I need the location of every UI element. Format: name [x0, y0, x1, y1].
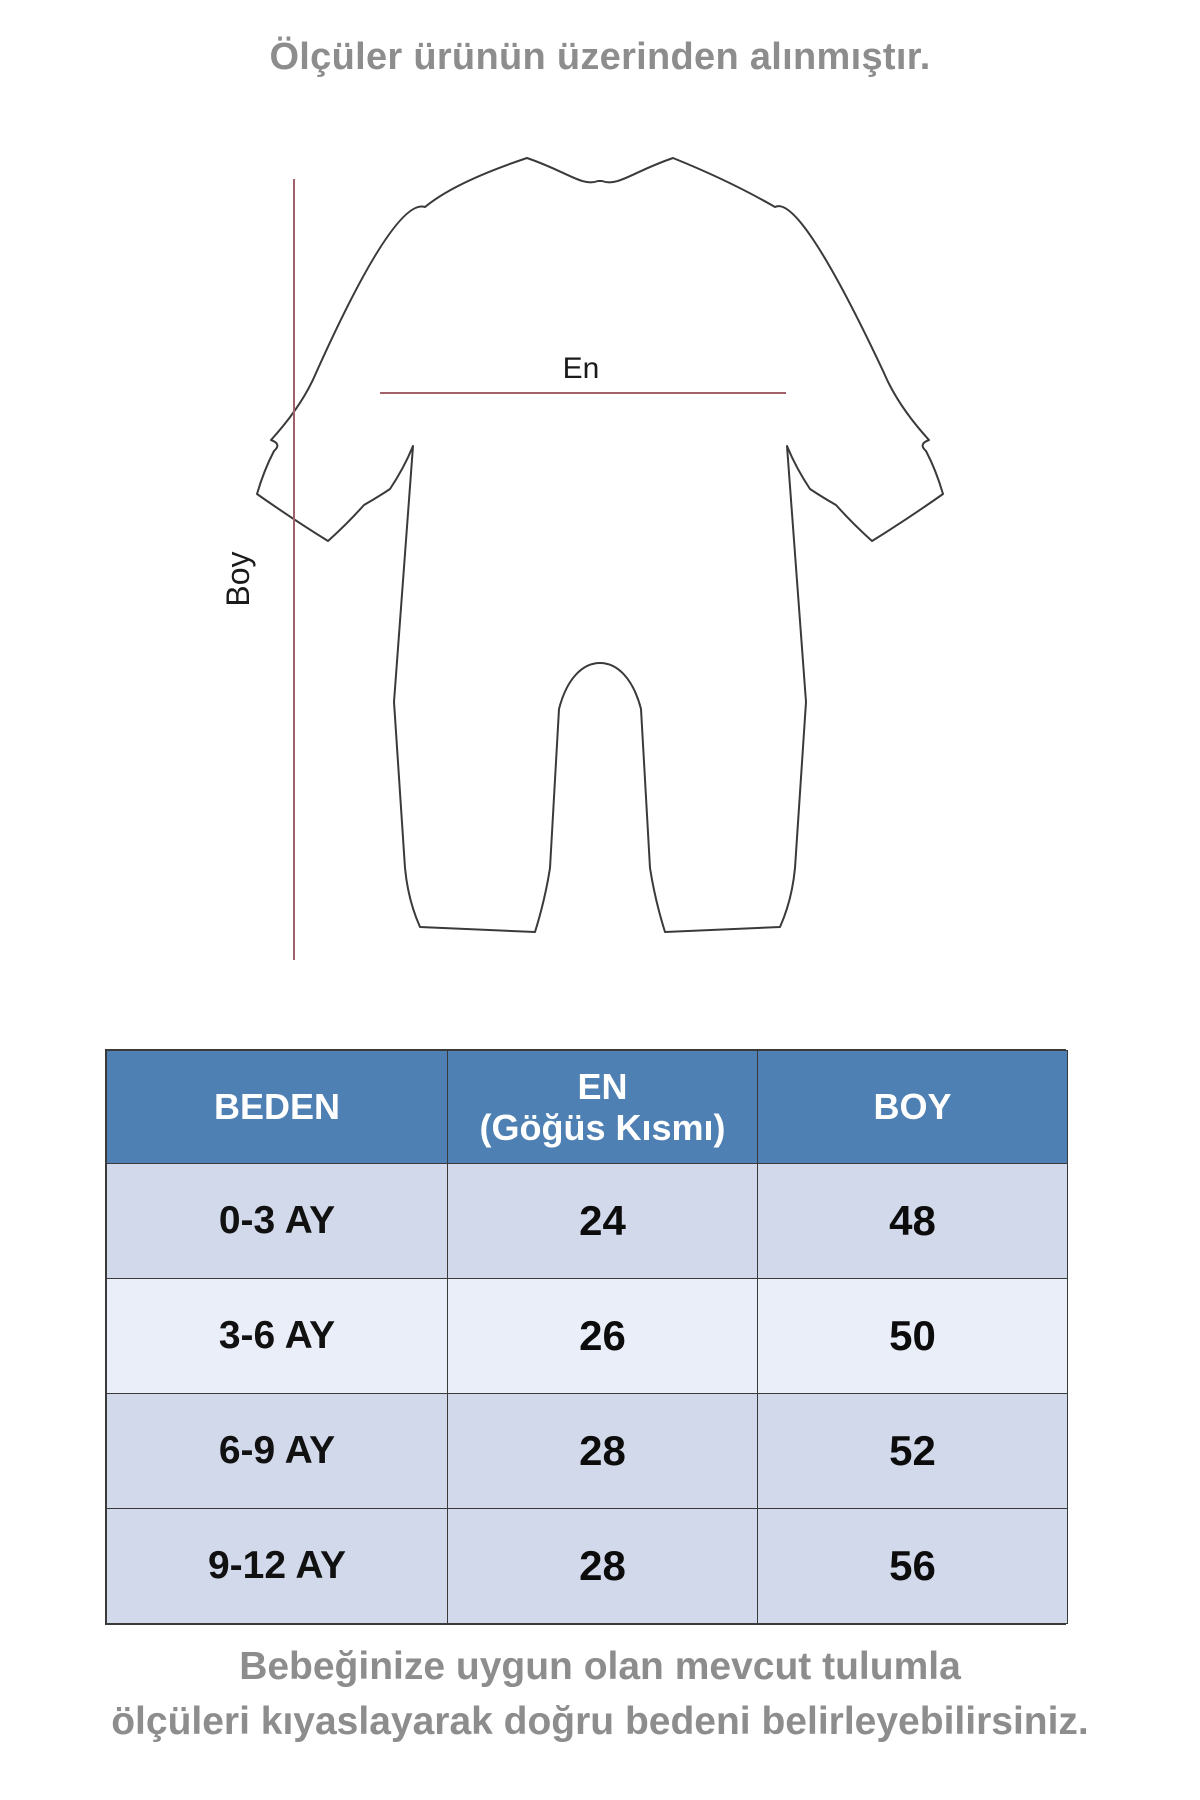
svg-text:Boy: Boy — [220, 551, 256, 606]
svg-text:En: En — [563, 352, 600, 385]
